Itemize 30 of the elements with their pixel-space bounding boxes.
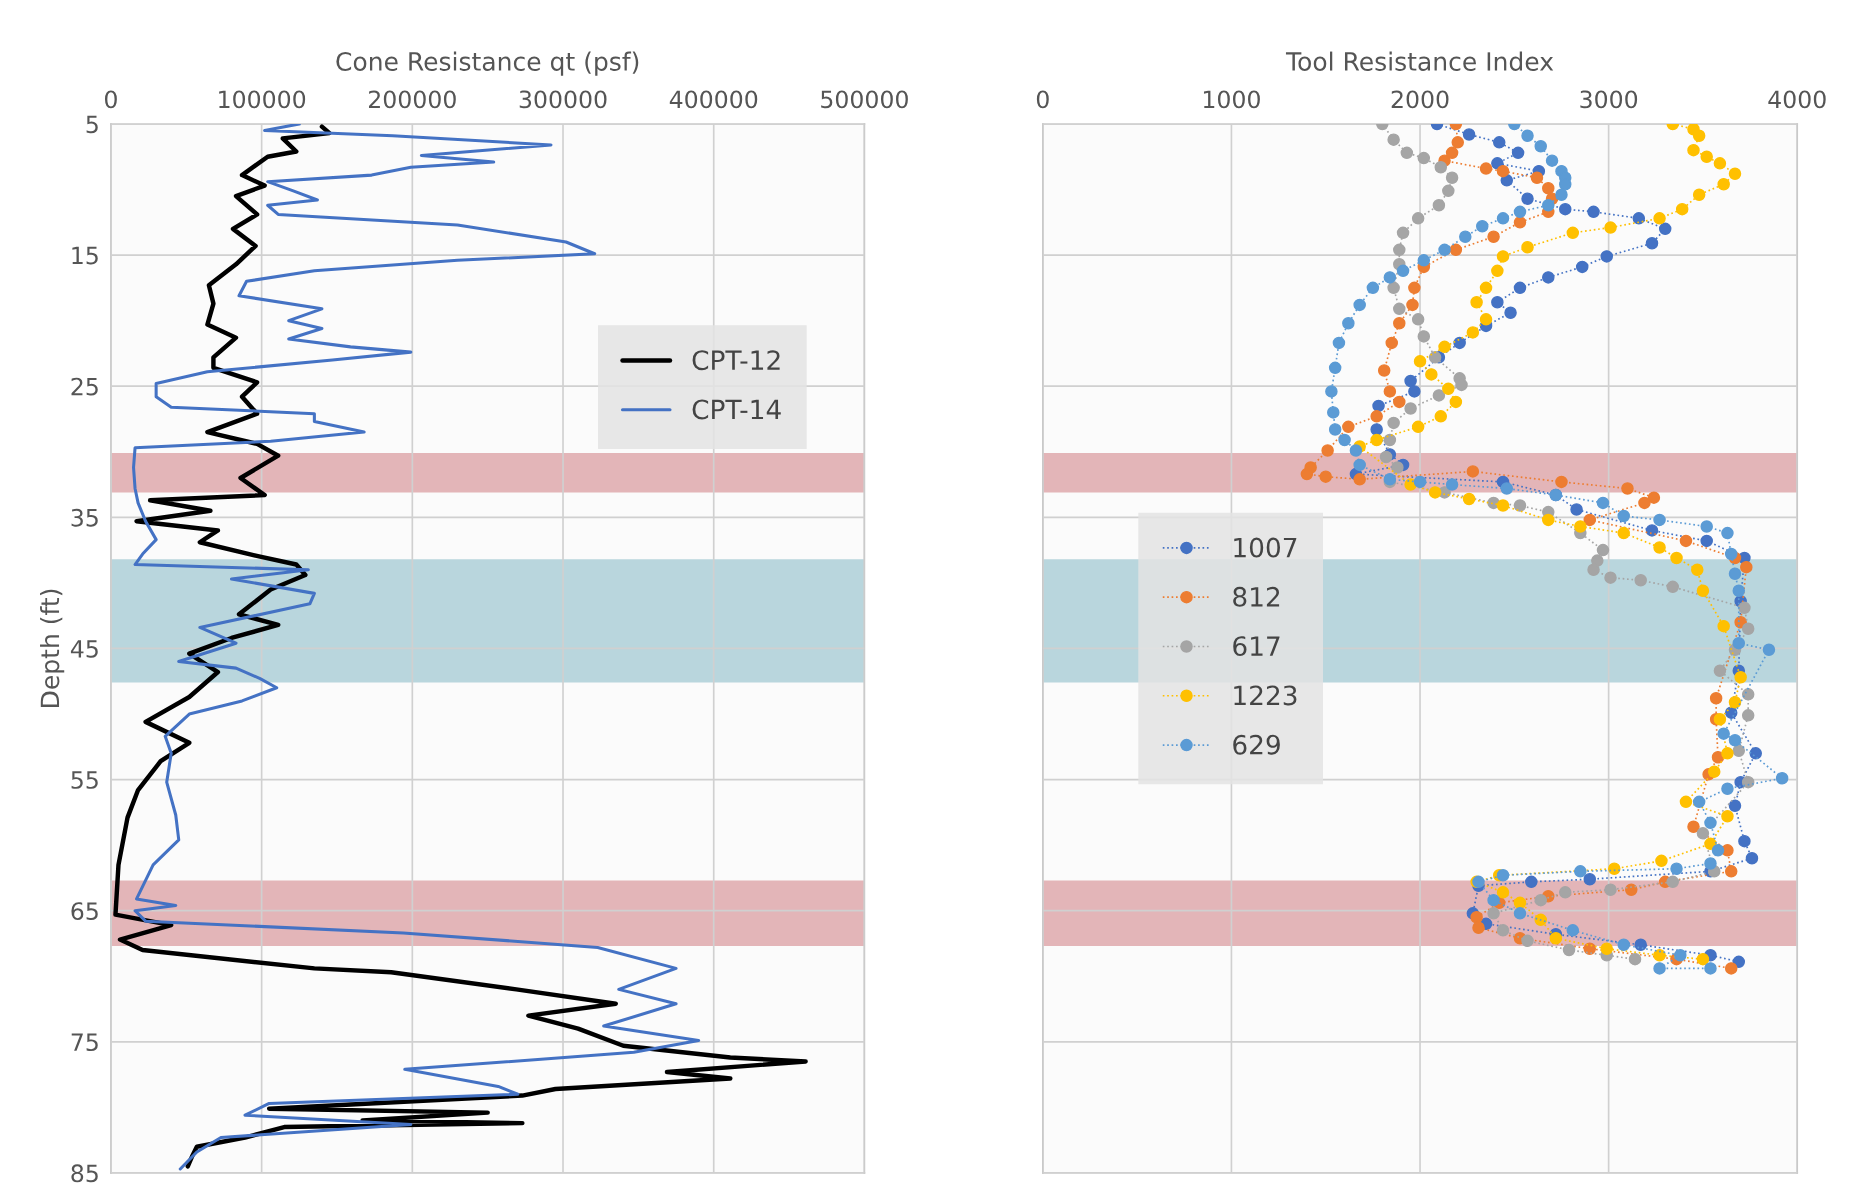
y-tick-label: 25 — [71, 377, 98, 396]
y-tick-label: 45 — [70, 640, 98, 658]
x-tick-label: 0 — [1036, 90, 1049, 109]
x-tick-label: 4000 — [1768, 90, 1826, 109]
legend-label: 617 — [1233, 636, 1280, 657]
legend-label: CPT-14 — [692, 399, 781, 420]
x-axis-title: Tool Resistance Index — [1285, 51, 1554, 71]
legend-label: CPT-12 — [692, 350, 780, 371]
y-tick-label: 15 — [72, 246, 98, 265]
y-tick-label: 55 — [71, 771, 98, 789]
x-tick-label: 400000 — [669, 90, 758, 109]
legend-label: 629 — [1233, 734, 1280, 755]
x-tick-label: 2000 — [1391, 90, 1449, 109]
x-tick-label: 500000 — [821, 90, 908, 109]
y-tick-label: 75 — [71, 1033, 98, 1052]
x-tick-label: 0 — [104, 90, 117, 109]
y-tick-label: 65 — [71, 902, 98, 920]
y-axis-title: Depth (ft) — [40, 589, 65, 707]
x-tick-label: 1000 — [1203, 90, 1260, 109]
x-tick-label: 100000 — [219, 90, 306, 109]
x-tick-label: 200000 — [368, 90, 456, 109]
x-axis-title: Cone Resistance qt (psf) — [336, 51, 639, 76]
y-tick-label: 85 — [71, 1164, 98, 1183]
x-tick-label: 300000 — [519, 90, 607, 109]
y-tick-label: 5 — [86, 115, 98, 134]
x-tick-label: 3000 — [1580, 90, 1638, 109]
legend-label: 1223 — [1234, 685, 1297, 706]
legend-label: 1007 — [1234, 537, 1297, 558]
y-tick-label: 35 — [71, 508, 98, 527]
legend-label: 812 — [1233, 586, 1280, 607]
